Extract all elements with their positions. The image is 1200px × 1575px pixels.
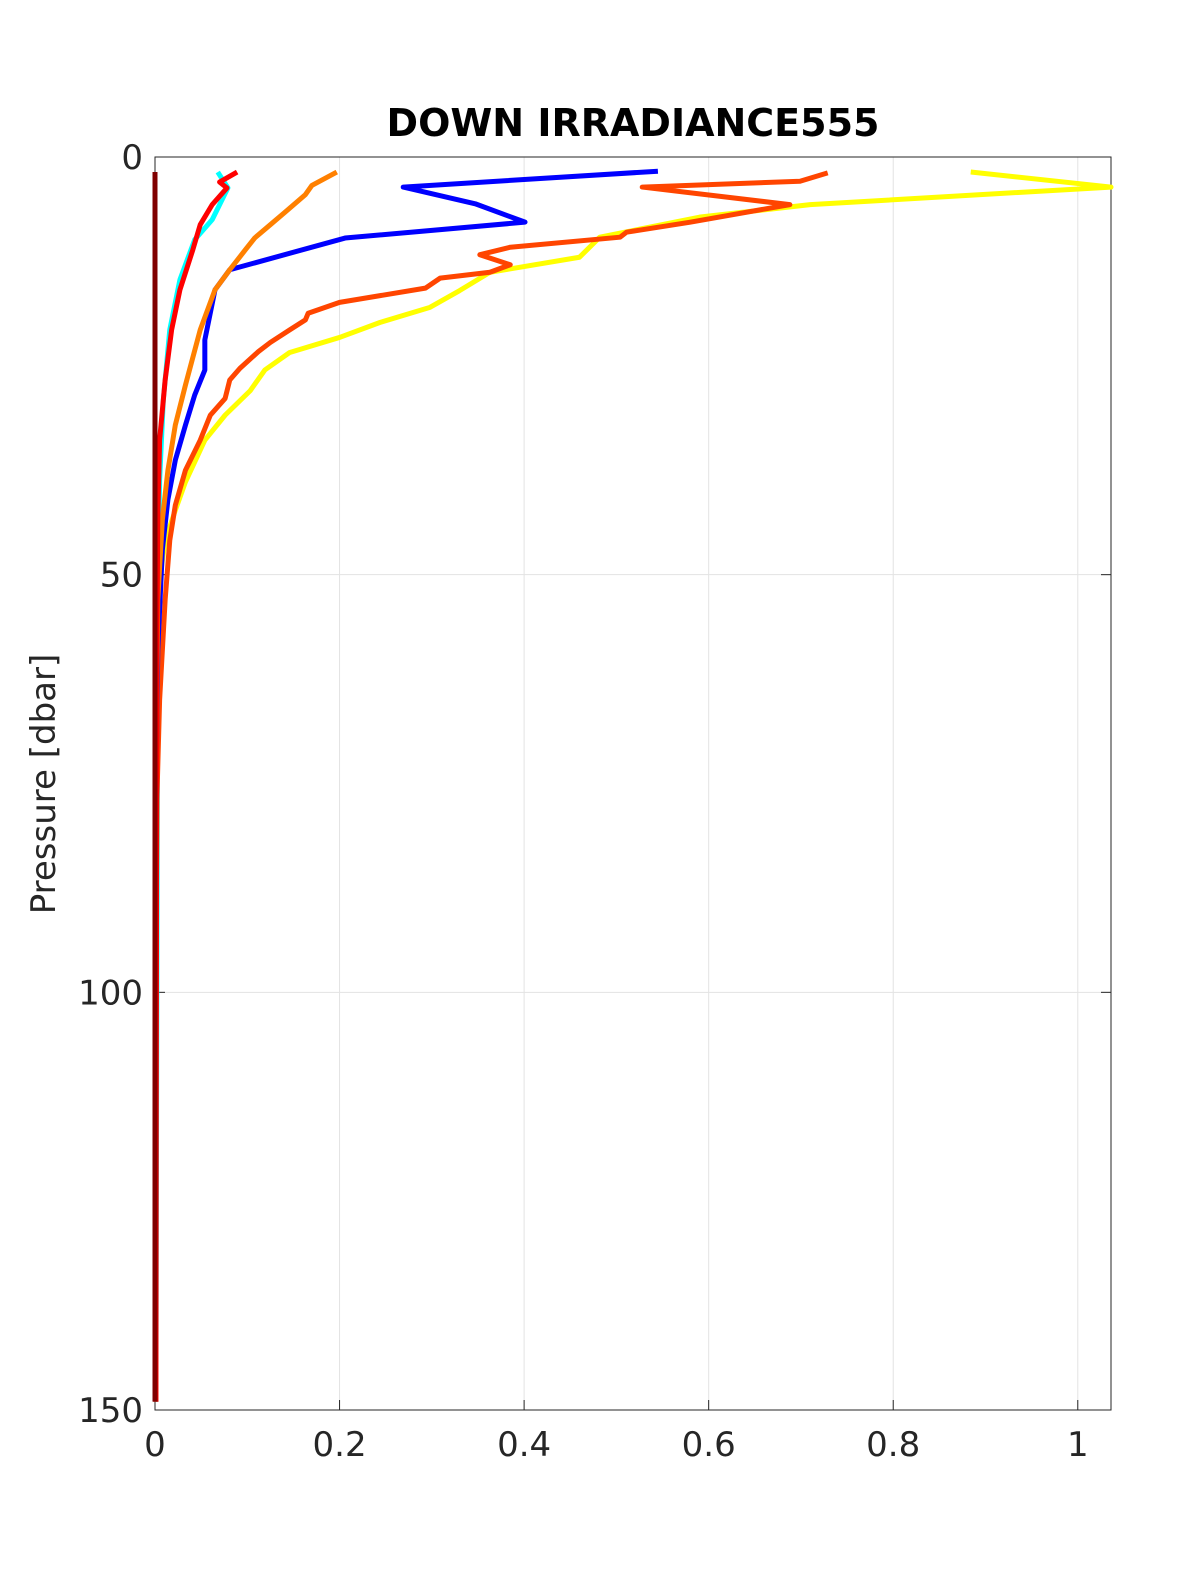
y-tick-label: 0 xyxy=(121,138,143,178)
data-line xyxy=(153,170,829,1402)
x-tick-label: 0.4 xyxy=(497,1425,551,1465)
data-line xyxy=(153,169,239,1402)
chart-title: DOWN IRRADIANCE555 xyxy=(387,101,880,145)
x-tick-label: 0.8 xyxy=(866,1425,920,1465)
y-tick-label: 150 xyxy=(78,1391,143,1431)
x-tick-label: 0.2 xyxy=(313,1425,367,1465)
y-axis-label: Pressure [dbar] xyxy=(24,654,64,915)
y-tick-label: 50 xyxy=(100,556,143,596)
x-tick-label: 1 xyxy=(1067,1425,1089,1465)
x-tick-label: 0.6 xyxy=(682,1425,736,1465)
y-tick-label: 100 xyxy=(78,973,143,1013)
x-tick-label: 0 xyxy=(144,1425,166,1465)
data-line xyxy=(153,169,338,1402)
